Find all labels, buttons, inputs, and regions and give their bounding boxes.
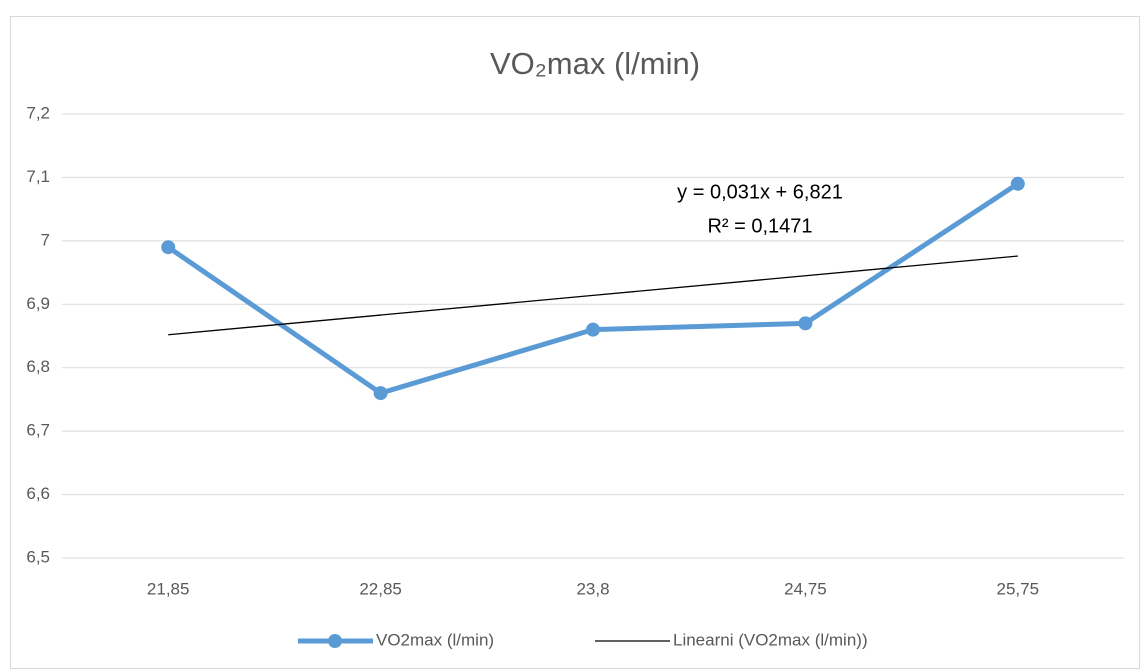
data-point [586,322,600,337]
legend-marker [328,634,342,648]
y-tick-label: 7 [41,230,50,249]
trend-r2: R² = 0,1471 [707,215,812,237]
chart-title: VO₂max (l/min) [490,46,700,81]
data-point [798,316,813,331]
y-tick-label: 6,9 [26,294,50,313]
x-tick-label: 21,85 [147,579,190,598]
x-tick-label: 25,75 [997,579,1040,598]
y-tick-label: 6,7 [26,421,50,440]
chart-border [10,16,1140,669]
y-tick-label: 6,5 [26,547,50,566]
y-tick-label: 7,1 [26,167,50,186]
trend-equation: y = 0,031x + 6,821 [677,181,843,203]
y-tick-label: 6,6 [26,484,50,503]
y-tick-label: 6,8 [26,357,50,376]
x-tick-label: 24,75 [784,579,827,598]
x-tick-label: 22,85 [359,579,402,598]
legend-label: VO2max (l/min) [376,630,494,649]
data-point [1010,176,1025,191]
y-tick-label: 7,2 [26,103,50,122]
data-point [373,386,388,401]
legend-label: Linearni (VO2max (l/min)) [673,630,868,649]
x-tick-label: 23,8 [576,579,609,598]
trend-line [168,255,1018,336]
data-point [161,240,176,255]
